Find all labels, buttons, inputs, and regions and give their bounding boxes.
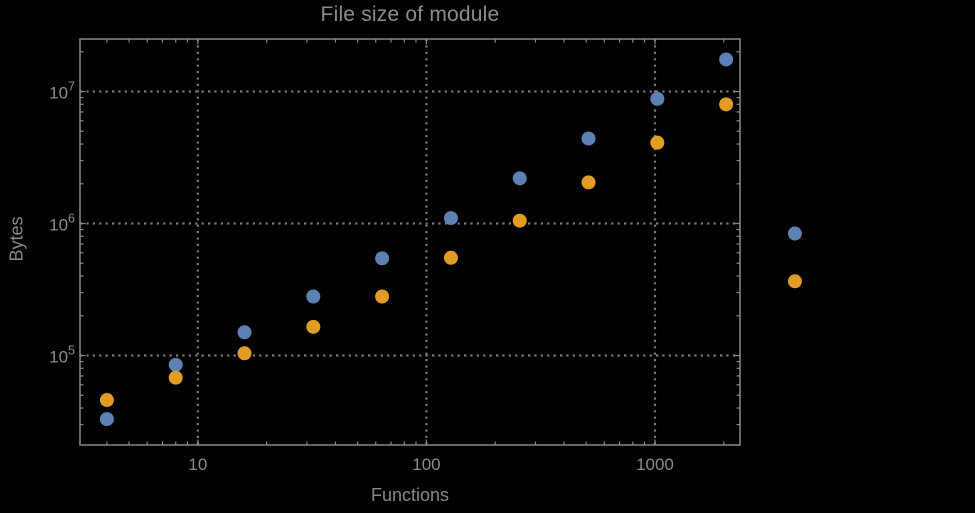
data-point-orange [787,274,802,289]
gridlines [80,39,740,445]
data-point-blue [512,171,527,186]
x-tick-label: 10 [188,455,207,474]
y-tick-label: 107 [49,80,75,103]
data-point-blue [719,52,734,67]
data-point-orange [168,370,183,385]
data-point-orange [375,289,390,304]
y-tick-label: 105 [49,344,75,367]
data-point-blue [375,251,390,266]
data-point-blue [787,226,802,241]
plot-frame [79,38,741,446]
y-tick-label: 106 [49,212,75,235]
data-point-blue [443,211,458,226]
data-point-orange [237,346,252,361]
data-point-orange [306,319,321,334]
data-point-blue [650,91,665,106]
data-point-orange [99,393,114,408]
x-tick-label: 1000 [636,455,674,474]
series-blue [99,52,802,427]
y-tick-labels: 105 106 107 [49,80,75,367]
chart-title: File size of module [320,3,500,26]
x-tick-label: 100 [412,455,440,474]
data-point-blue [237,325,252,340]
series-orange [99,97,802,408]
x-axis-label: Functions [370,485,450,505]
data-point-blue [168,357,183,372]
axis-ticks [80,39,740,445]
data-point-blue [581,131,596,146]
x-tick-labels: 10 100 1000 [188,455,673,474]
data-point-orange [581,175,596,190]
data-point-blue [306,289,321,304]
data-point-orange [650,135,665,150]
data-point-orange [719,97,734,112]
data-point-orange [512,213,527,228]
data-point-blue [99,412,114,427]
data-point-orange [443,250,458,265]
